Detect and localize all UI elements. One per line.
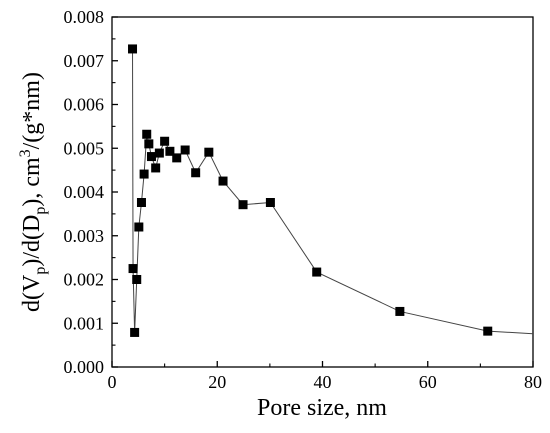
y-tick-label: 0.001 bbox=[64, 313, 105, 333]
x-axis-title: Pore size, nm bbox=[257, 395, 387, 421]
data-point-marker bbox=[172, 153, 182, 163]
data-point-marker bbox=[204, 147, 214, 157]
data-point-marker bbox=[191, 168, 201, 178]
data-point-marker bbox=[130, 327, 140, 337]
y-tick-label: 0.002 bbox=[64, 270, 105, 290]
data-point-marker bbox=[265, 198, 275, 207]
ticks-layer: 0 20 40 60 80 0.000 0.001 0.002 0.003 0.004 0.005 0… bbox=[64, 7, 543, 392]
data-point-marker bbox=[312, 267, 322, 277]
x-tick-label: 40 bbox=[314, 372, 332, 392]
x-tick-label: 20 bbox=[208, 372, 226, 392]
y-axis-title: d(Vp)/d(Dp), cm3/(g*nm) bbox=[17, 72, 49, 312]
y-tick-label: 0.004 bbox=[64, 182, 105, 202]
data-point-marker bbox=[139, 169, 149, 179]
data-point-marker bbox=[136, 198, 146, 207]
y-tick-label: 0.005 bbox=[64, 138, 105, 158]
series-line bbox=[132, 48, 534, 335]
data-point-marker bbox=[180, 145, 190, 155]
plot-frame bbox=[111, 16, 534, 368]
y-tick-label: 0.008 bbox=[64, 7, 105, 27]
y-axis-title-part-a: d(V bbox=[19, 274, 45, 312]
y-axis-title-part-d: /(g*nm) bbox=[19, 72, 45, 149]
data-point-marker bbox=[146, 152, 156, 162]
data-point-marker bbox=[134, 222, 144, 232]
y-axis-title-part-b: )/d(D bbox=[19, 215, 45, 267]
x-tick-label: 80 bbox=[524, 372, 542, 392]
data-point-marker bbox=[395, 306, 405, 316]
y-tick-label: 0.003 bbox=[64, 226, 105, 246]
data-point-marker bbox=[154, 148, 164, 158]
data-point-marker bbox=[144, 139, 154, 149]
data-point-marker bbox=[160, 136, 170, 146]
data-point-marker bbox=[238, 200, 248, 210]
y-tick-label: 0.006 bbox=[64, 95, 105, 115]
data-point-marker bbox=[128, 264, 138, 274]
y-axis-title-sup-c: 3 bbox=[17, 149, 34, 157]
series-layer bbox=[128, 44, 534, 337]
y-axis-title-part-c: ), cm bbox=[19, 157, 45, 207]
x-tick-label: 0 bbox=[108, 372, 117, 392]
data-point-marker bbox=[142, 129, 152, 139]
y-tick-label: 0.000 bbox=[64, 357, 105, 377]
data-point-marker bbox=[165, 146, 175, 156]
data-point-marker bbox=[132, 275, 142, 284]
y-axis-title-sub-a: p bbox=[32, 267, 49, 275]
x-tick-label: 60 bbox=[419, 372, 437, 392]
data-point-marker bbox=[151, 163, 161, 173]
data-point-marker bbox=[218, 176, 228, 186]
y-axis-title-sub-b: p bbox=[32, 207, 49, 215]
axes-layer bbox=[111, 16, 534, 368]
data-point-marker bbox=[483, 326, 493, 336]
y-tick-label: 0.007 bbox=[64, 51, 105, 71]
data-point-marker bbox=[128, 44, 138, 54]
